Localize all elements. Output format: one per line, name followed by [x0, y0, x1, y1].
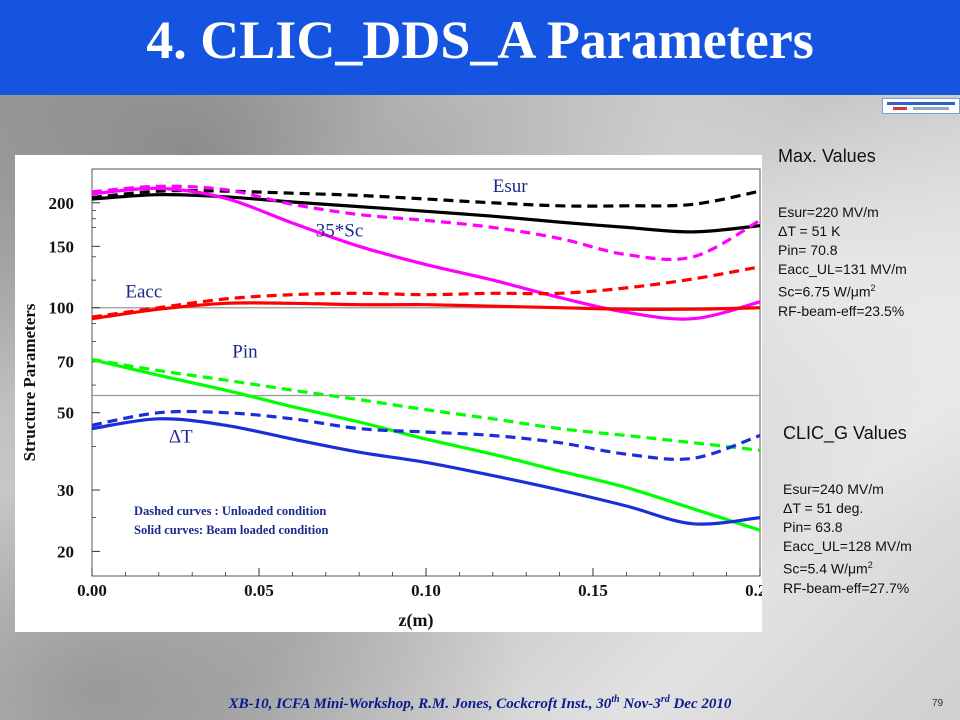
clic-g-list: Esur=240 MV/m ΔT = 51 deg. Pin= 63.8 Eac… [783, 480, 912, 598]
logo-mark-grey [913, 107, 949, 110]
annotation-line: Dashed curves : Unloaded condition [134, 504, 326, 518]
y-tick-label: 200 [49, 194, 75, 213]
clic-g-sc-text: Sc=5.4 W/μm [783, 560, 868, 577]
clic-g-heading: CLIC_G Values [783, 423, 907, 443]
chart-panel: 20 30 50 70 100 150 200 0.00 0.05 0.10 0.15 0.20 z(m… [15, 155, 775, 632]
page-number: 79 [932, 698, 944, 709]
clic-g-delta-t: ΔT = 51 deg. [783, 500, 864, 516]
y-tick-label: 50 [57, 404, 74, 423]
series-delta-t-dashed [91, 409, 761, 461]
curve-label: ΔT [169, 427, 193, 448]
y-tick-label: 100 [49, 299, 75, 318]
x-tick-label: 0.20 [745, 581, 762, 600]
curve-label: Esur [493, 176, 529, 197]
curve-label: Eacc [125, 281, 162, 302]
footer-middle: Nov-3 [619, 696, 661, 712]
curve-label: 35*Sc [316, 221, 364, 242]
clic-g-esur: Esur=240 MV/m [783, 481, 884, 497]
plot-area: 20 30 50 70 100 150 200 0.00 0.05 0.10 0.15 0.20 z(m… [20, 168, 775, 631]
series-pin-solid [91, 358, 761, 532]
x-tick-label: 0.00 [77, 581, 107, 600]
title-bar: 4. CLIC_DDS_A Parameters [0, 0, 960, 95]
x-axis-label: z(m) [399, 610, 434, 631]
series-eacc-dashed [91, 265, 761, 319]
max-values-heading: Max. Values [778, 146, 876, 166]
footer-sup-th: th [611, 694, 620, 705]
clic-g-sc-superscript: 2 [867, 560, 873, 570]
clic-g-eacc: Eacc_UL=128 MV/m [783, 538, 912, 554]
max-esur: Esur=220 MV/m [778, 204, 879, 220]
max-rf-eff: RF-beam-eff=23.5% [778, 302, 905, 319]
clic-g-sc: Sc=5.4 W/μm2 [783, 556, 912, 579]
series-35xsc-dashed [91, 184, 761, 262]
footer-citation: XB-10, ICFA Mini-Workshop, R.M. Jones, C… [0, 694, 960, 713]
max-delta-t: ΔT = 51 K [778, 223, 841, 239]
y-tick-label: 20 [57, 542, 74, 561]
logo-mark-red [893, 107, 907, 110]
logo-stripe [887, 102, 955, 105]
footer-prefix: XB-10, ICFA Mini-Workshop, R.M. Jones, C… [228, 696, 612, 712]
x-tick-label: 0.05 [244, 581, 274, 600]
clic-g-rf-eff: RF-beam-eff=27.7% [783, 579, 910, 596]
curve-label: Pin [232, 341, 258, 362]
max-eacc: Eacc_UL=131 MV/m [778, 261, 907, 277]
footer-suffix: Dec 2010 [669, 696, 732, 712]
max-values-list: Esur=220 MV/m ΔT = 51 K Pin= 70.8 Eacc_U… [778, 203, 907, 321]
series-esur-dashed [91, 188, 761, 208]
series-esur-solid [91, 193, 761, 234]
conference-logo [882, 98, 960, 114]
y-axis-label: Structure Parameters [20, 303, 39, 461]
max-sc: Sc=6.75 W/μm2 [778, 279, 907, 302]
series-pin-dashed [91, 358, 761, 452]
structure-parameters-chart: 20 30 50 70 100 150 200 0.00 0.05 0.10 0.15 0.20 z(m… [20, 168, 775, 631]
max-pin: Pin= 70.8 [778, 242, 838, 258]
max-sc-text: Sc=6.75 W/μm [778, 283, 871, 300]
y-tick-label: 150 [49, 237, 75, 256]
max-sc-superscript: 2 [870, 283, 876, 293]
series-eacc-solid [91, 301, 761, 321]
clic-g-pin: Pin= 63.8 [783, 519, 843, 535]
annotation-line: Solid curves: Beam loaded condition [134, 523, 329, 537]
x-tick-label: 0.10 [411, 581, 441, 600]
slide-title: 4. CLIC_DDS_A Parameters [146, 10, 814, 70]
y-tick-label: 70 [57, 353, 74, 372]
x-tick-label: 0.15 [578, 581, 608, 600]
series-delta-t-solid [91, 417, 761, 526]
y-tick-label: 30 [57, 481, 74, 500]
footer-sup-rd: rd [660, 694, 670, 705]
series-35xsc-solid [91, 186, 761, 321]
